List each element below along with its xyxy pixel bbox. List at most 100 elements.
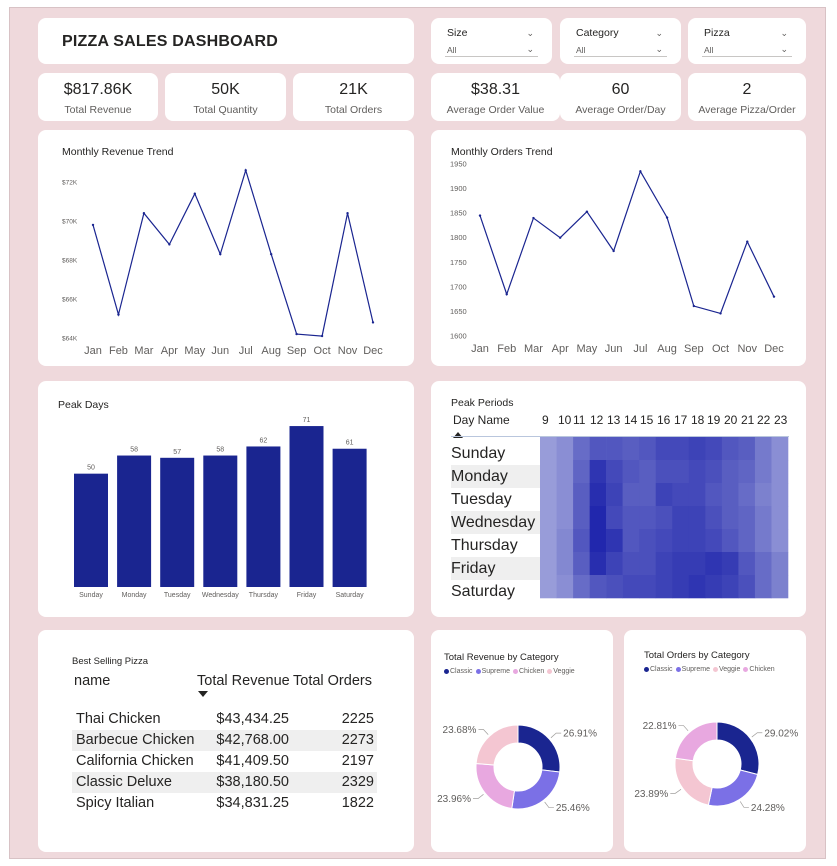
chevron-down-icon[interactable]: ⌄ xyxy=(780,44,788,54)
heatmap-cell[interactable] xyxy=(655,460,673,484)
col-header-orders[interactable]: Total Orders xyxy=(293,673,372,689)
heatmap-cell[interactable] xyxy=(639,506,657,530)
chevron-down-icon[interactable]: ⌄ xyxy=(526,44,534,54)
heatmap-cell[interactable] xyxy=(556,460,574,484)
category-slicer[interactable]: Category ⌄ All ⌄ xyxy=(560,18,681,64)
size-slicer-value[interactable]: All xyxy=(447,45,457,55)
pizza-slicer[interactable]: Pizza ⌄ All ⌄ xyxy=(688,18,806,64)
data-point[interactable] xyxy=(91,223,95,227)
donut-slice[interactable] xyxy=(707,769,759,807)
heatmap-cell[interactable] xyxy=(771,529,789,553)
donut-slice[interactable] xyxy=(674,721,718,762)
heatmap-cell[interactable] xyxy=(771,552,789,576)
heatmap-cell[interactable] xyxy=(589,529,607,553)
data-point[interactable] xyxy=(612,249,615,253)
heatmap-cell[interactable] xyxy=(738,437,756,461)
bar[interactable] xyxy=(74,473,108,587)
heatmap-cell[interactable] xyxy=(672,483,690,507)
legend-item[interactable]: Classic xyxy=(644,666,673,673)
heatmap-cell[interactable] xyxy=(573,437,590,461)
heatmap-cell[interactable] xyxy=(688,483,706,507)
heatmap-cell[interactable] xyxy=(721,552,739,576)
heatmap-cell[interactable] xyxy=(688,529,706,553)
heatmap-cell[interactable] xyxy=(655,506,673,530)
heatmap-cell[interactable] xyxy=(622,529,640,553)
size-slicer[interactable]: Size ⌄ All ⌄ xyxy=(431,18,552,64)
heatmap-cell[interactable] xyxy=(606,529,623,553)
data-point[interactable] xyxy=(532,216,535,220)
pizza-slicer-value[interactable]: All xyxy=(704,45,714,55)
heatmap-cell[interactable] xyxy=(771,437,789,461)
heatmap-cell[interactable] xyxy=(589,575,607,599)
heatmap-cell[interactable] xyxy=(738,483,756,507)
heatmap-cell[interactable] xyxy=(589,506,607,530)
bar[interactable] xyxy=(160,457,195,587)
data-point[interactable] xyxy=(320,334,324,338)
heatmap-cell[interactable] xyxy=(754,437,772,461)
heatmap-cell[interactable] xyxy=(721,460,739,484)
bar[interactable] xyxy=(246,446,281,587)
heatmap-cell[interactable] xyxy=(556,552,574,576)
data-point[interactable] xyxy=(117,313,120,316)
heatmap-cell[interactable] xyxy=(771,460,789,484)
heatmap-cell[interactable] xyxy=(639,460,657,484)
col-header-revenue[interactable]: Total Revenue xyxy=(197,673,290,689)
heatmap-cell[interactable] xyxy=(540,483,557,507)
heatmap-cell[interactable] xyxy=(672,460,690,484)
chevron-down-icon[interactable]: ⌄ xyxy=(526,28,534,38)
heatmap-cell[interactable] xyxy=(556,437,574,461)
heatmap-cell[interactable] xyxy=(606,460,623,484)
heatmap-cell[interactable] xyxy=(738,506,756,530)
donut-slice[interactable] xyxy=(475,724,519,766)
heatmap-cell[interactable] xyxy=(738,460,756,484)
heatmap-cell[interactable] xyxy=(639,529,657,553)
heatmap-cell[interactable] xyxy=(622,552,640,576)
heatmap-cell[interactable] xyxy=(639,483,657,507)
heatmap-cell[interactable] xyxy=(622,483,640,507)
legend-item[interactable]: Chicken xyxy=(512,668,544,675)
col-header-name[interactable]: name xyxy=(74,673,111,689)
heatmap-cell[interactable] xyxy=(688,575,706,599)
table-row[interactable]: Barbecue Chicken $42,768.00 2273 xyxy=(72,730,377,751)
chevron-down-icon[interactable]: ⌄ xyxy=(655,44,663,54)
heatmap-cell[interactable] xyxy=(573,460,590,484)
data-point[interactable] xyxy=(639,170,642,173)
heatmap-cell[interactable] xyxy=(738,575,756,599)
heatmap-cell[interactable] xyxy=(639,575,657,599)
heatmap-cell[interactable] xyxy=(606,552,623,576)
heatmap-cell[interactable] xyxy=(589,552,607,576)
heatmap-cell[interactable] xyxy=(556,529,574,553)
data-point[interactable] xyxy=(585,210,589,213)
heatmap-cell[interactable] xyxy=(705,437,723,461)
heatmap-cell[interactable] xyxy=(754,506,772,530)
heatmap-cell[interactable] xyxy=(705,552,723,576)
data-point[interactable] xyxy=(346,212,349,215)
legend-item[interactable]: Veggie xyxy=(712,666,740,673)
heatmap-cell[interactable] xyxy=(754,552,772,576)
heatmap-cell[interactable] xyxy=(639,437,657,461)
data-point[interactable] xyxy=(219,252,222,256)
heatmap-cell[interactable] xyxy=(688,552,706,576)
category-slicer-value[interactable]: All xyxy=(576,45,586,55)
donut-slice[interactable] xyxy=(475,762,516,810)
heatmap-cell[interactable] xyxy=(705,529,723,553)
heatmap-cell[interactable] xyxy=(573,506,590,530)
heatmap-cell[interactable] xyxy=(655,552,673,576)
heatmap-cell[interactable] xyxy=(721,437,739,461)
heatmap-cell[interactable] xyxy=(540,575,557,599)
heatmap-cell[interactable] xyxy=(606,437,623,461)
heatmap-cell[interactable] xyxy=(573,529,590,553)
heatmap-cell[interactable] xyxy=(672,506,690,530)
data-point[interactable] xyxy=(478,214,482,217)
data-point[interactable] xyxy=(692,304,696,308)
data-point[interactable] xyxy=(665,216,669,219)
heatmap-cell[interactable] xyxy=(540,529,557,553)
data-point[interactable] xyxy=(772,295,776,298)
table-row[interactable]: Spicy Italian $34,831.25 1822 xyxy=(72,793,377,814)
heatmap-cell[interactable] xyxy=(688,437,706,461)
heatmap-cell[interactable] xyxy=(738,552,756,576)
heatmap-cell[interactable] xyxy=(738,529,756,553)
heatmap-cell[interactable] xyxy=(705,460,723,484)
data-point[interactable] xyxy=(168,243,171,246)
donut-slice[interactable] xyxy=(517,724,561,773)
